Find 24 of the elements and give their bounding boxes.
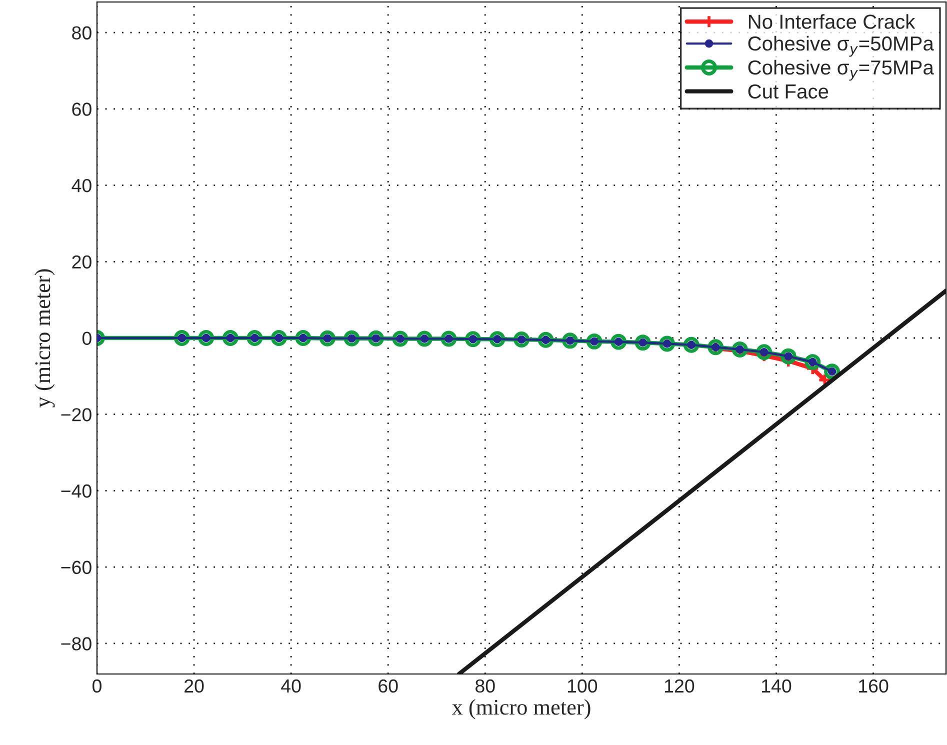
y-tick-label: −40 [61,484,92,498]
x-tick-label: 80 [476,679,495,693]
x-tick-label: 20 [184,679,204,693]
x-tick-label: 100 [568,679,598,693]
legend-label: Cohesive σ$_{y}$=75MPa [748,60,934,81]
x-tick-label: 0 [92,679,102,693]
y-tick-label: 80 [72,26,92,40]
x-tick-label: 160 [859,679,888,693]
legend-label: Cohesive σ$_{y}$=50MPa [748,36,934,57]
y-tick-label: 40 [72,178,92,192]
y-tick-label: 20 [72,255,92,269]
legend-label: No Interface Crack [748,14,916,29]
x-tick-label: 120 [664,679,694,693]
x-tick-label: 40 [281,679,301,693]
y-tick-label: −20 [61,408,92,422]
y-tick-label: 60 [72,102,92,116]
x-tick-label: 60 [378,679,398,693]
y-tick-label: −80 [61,637,92,650]
y-axis-title: y (micro meter) [34,269,55,408]
y-tick-label: 0 [82,332,92,345]
x-axis-title: x (micro meter) [452,699,590,720]
legend-label: Cut Face [748,84,828,99]
y-tick-label: −60 [61,560,92,574]
x-tick-label: 140 [762,679,792,693]
